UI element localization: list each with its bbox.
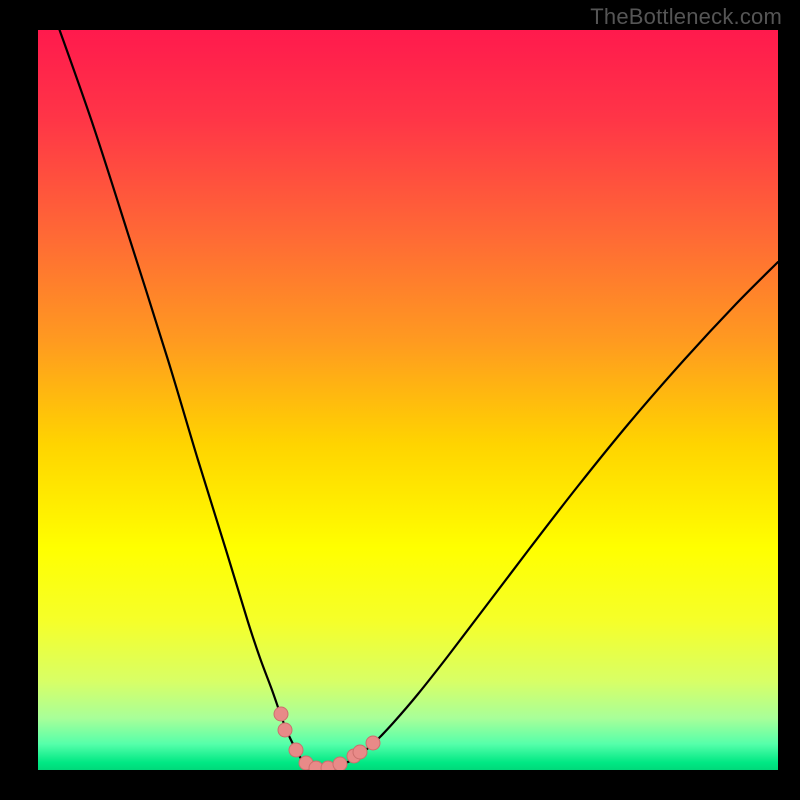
bottleneck-curve-path <box>56 30 778 768</box>
bottleneck-curve <box>38 30 778 770</box>
data-point <box>274 707 288 721</box>
data-point <box>353 745 367 759</box>
plot-area <box>38 30 778 770</box>
chart-frame: TheBottleneck.com <box>0 0 800 800</box>
data-point <box>366 736 380 750</box>
watermark-text: TheBottleneck.com <box>590 4 782 30</box>
data-point <box>278 723 292 737</box>
data-point <box>333 757 347 770</box>
data-point <box>289 743 303 757</box>
